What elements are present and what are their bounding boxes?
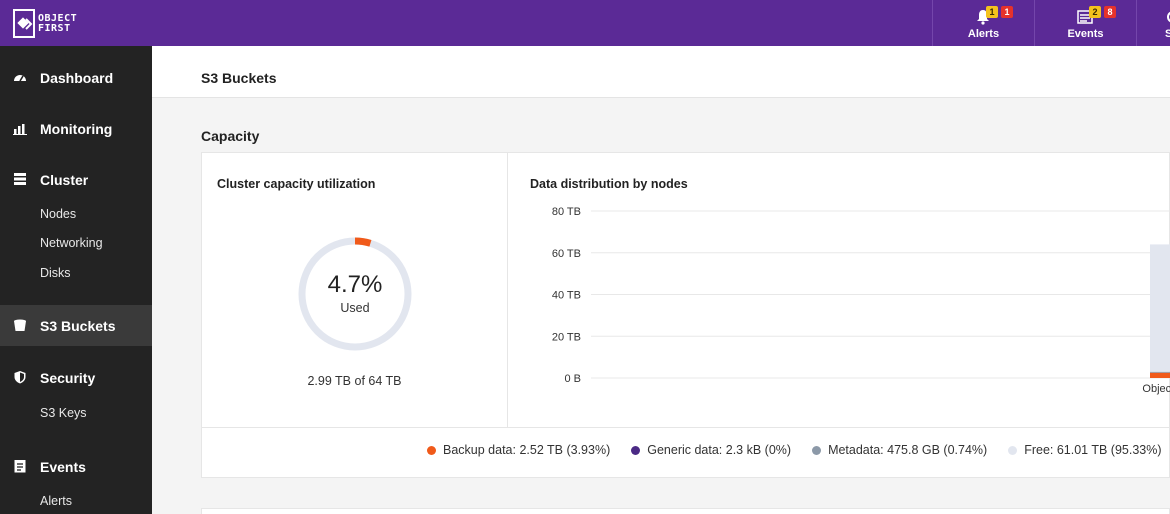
sidebar-item-events[interactable]: Events xyxy=(0,446,152,487)
legend-item-generic[interactable]: Generic data: 2.3 kB (0%) xyxy=(631,443,791,457)
sidebar-item-label: Dashboard xyxy=(40,69,114,86)
logo-mark-icon xyxy=(13,9,35,38)
legend-item-free[interactable]: Free: 61.01 TB (95.33%) xyxy=(1008,443,1162,457)
y-tick-label: 40 TB xyxy=(552,290,581,302)
capacity-percent: 4.7% xyxy=(327,271,383,298)
x-tick-label: ObjectFirst xyxy=(1142,383,1170,395)
legend-label: Backup data: 2.52 TB (3.93%) xyxy=(443,443,611,457)
sidebar-subitem-networking[interactable]: Networking xyxy=(40,236,103,250)
section-title-capacity: Capacity xyxy=(201,128,260,144)
dashboard-gauge-icon xyxy=(13,70,27,84)
events-error-badge: 8 xyxy=(1104,6,1116,18)
topnav-settings[interactable]: S xyxy=(1136,0,1170,46)
sidebar: Dashboard Monitoring Cluster Nodes Netwo… xyxy=(0,46,152,514)
settings-icon xyxy=(1165,9,1170,30)
chart-legend: Backup data: 2.52 TB (3.93%) Generic dat… xyxy=(427,443,1170,457)
bar-segment-metadata[interactable] xyxy=(1150,371,1170,373)
legend-item-metadata[interactable]: Metadata: 475.8 GB (0.74%) xyxy=(812,443,987,457)
sidebar-item-label: Monitoring xyxy=(40,120,113,137)
page-title: S3 Buckets xyxy=(201,70,277,86)
object-first-logo[interactable]: OBJECT FIRST xyxy=(13,9,78,38)
sidebar-item-security[interactable]: Security xyxy=(0,357,152,398)
events-list-icon xyxy=(13,459,27,473)
legend-label: Metadata: 475.8 GB (0.74%) xyxy=(828,443,988,457)
sidebar-item-label: S3 Buckets xyxy=(40,317,116,334)
bar-segment-free[interactable] xyxy=(1150,244,1170,372)
sidebar-item-cluster[interactable]: Cluster xyxy=(0,159,152,200)
y-tick-label: 20 TB xyxy=(552,331,581,343)
legend-item-backup[interactable]: Backup data: 2.52 TB (3.93%) xyxy=(427,443,610,457)
logo-text-line2: FIRST xyxy=(38,22,71,34)
capacity-utilization-title: Cluster capacity utilization xyxy=(217,177,376,191)
legend-dot xyxy=(812,445,822,455)
sidebar-item-label: Events xyxy=(40,458,86,475)
bar-segment-backup-data[interactable] xyxy=(1150,372,1170,378)
legend-dot xyxy=(427,445,436,455)
capacity-used-label: Used xyxy=(340,301,370,315)
monitoring-chart-icon xyxy=(13,121,27,135)
legend-dot xyxy=(631,445,641,455)
donut-used-arc xyxy=(298,237,412,351)
capacity-summary: 2.99 TB of 64 TB xyxy=(307,374,402,388)
page-header: S3 Buckets xyxy=(152,46,1170,98)
topnav-alerts[interactable]: 1 1 Alerts xyxy=(932,0,1034,46)
top-nav: 1 1 Alerts 2 8 Events S xyxy=(932,0,1170,46)
shield-icon xyxy=(13,370,27,384)
legend-label: Generic data: 2.3 kB (0%) xyxy=(647,443,792,457)
next-card xyxy=(201,508,1170,514)
sidebar-item-label: Cluster xyxy=(40,171,89,188)
alerts-error-badge: 1 xyxy=(1001,6,1013,18)
legend-label: Free: 61.01 TB (95.33%) xyxy=(1024,443,1162,457)
topnav-events-label: Events xyxy=(1067,28,1104,40)
capacity-card: Cluster capacity utilization 4.7% Used 2… xyxy=(201,152,1170,478)
alerts-warning-badge: 1 xyxy=(986,6,998,18)
bucket-icon xyxy=(13,318,27,332)
sidebar-subitem-disks[interactable]: Disks xyxy=(40,266,71,280)
events-warning-badge: 2 xyxy=(1089,6,1101,18)
legend-dot xyxy=(1008,445,1018,455)
sidebar-subitem-s3-keys[interactable]: S3 Keys xyxy=(40,406,87,420)
topnav-alerts-label: Alerts xyxy=(967,28,1000,40)
top-bar: OBJECT FIRST 1 1 Alerts 2 8 Events S xyxy=(0,0,1170,46)
cluster-server-icon xyxy=(13,172,27,186)
card-divider xyxy=(507,153,508,427)
card-divider xyxy=(202,427,1170,428)
sidebar-item-s3-buckets[interactable]: S3 Buckets xyxy=(0,305,152,346)
data-distribution-chart: 0 B 20 TB 40 TB 60 TB 80 TB ObjectFirst xyxy=(552,206,1170,395)
chart-title: Data distribution by nodes xyxy=(530,177,688,191)
y-tick-label: 60 TB xyxy=(552,248,581,260)
sidebar-subitem-alerts[interactable]: Alerts xyxy=(40,494,72,508)
sidebar-item-monitoring[interactable]: Monitoring xyxy=(0,108,152,149)
y-tick-label: 0 B xyxy=(564,373,581,385)
logo-text-line1: OBJECT xyxy=(38,12,78,24)
y-tick-label: 80 TB xyxy=(552,206,581,218)
capacity-donut: 4.7% Used xyxy=(296,235,414,353)
sidebar-item-dashboard[interactable]: Dashboard xyxy=(0,57,152,98)
topnav-settings-label: S xyxy=(1165,28,1170,40)
sidebar-item-label: Security xyxy=(40,369,96,386)
sidebar-subitem-nodes[interactable]: Nodes xyxy=(40,207,77,221)
topnav-events[interactable]: 2 8 Events xyxy=(1034,0,1136,46)
